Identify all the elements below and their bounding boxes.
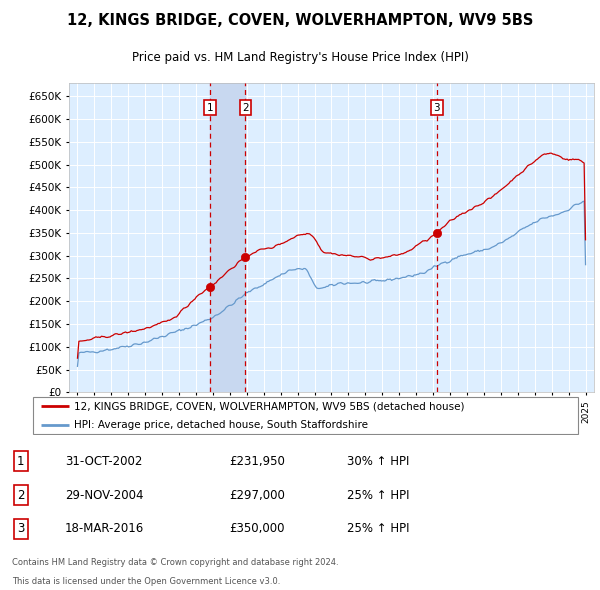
FancyBboxPatch shape xyxy=(33,397,578,434)
Text: 29-NOV-2004: 29-NOV-2004 xyxy=(65,489,143,502)
Text: This data is licensed under the Open Government Licence v3.0.: This data is licensed under the Open Gov… xyxy=(12,578,280,586)
Text: 12, KINGS BRIDGE, COVEN, WOLVERHAMPTON, WV9 5BS: 12, KINGS BRIDGE, COVEN, WOLVERHAMPTON, … xyxy=(67,13,533,28)
Text: 30% ↑ HPI: 30% ↑ HPI xyxy=(347,454,409,467)
Text: HPI: Average price, detached house, South Staffordshire: HPI: Average price, detached house, Sout… xyxy=(74,419,368,430)
Text: 3: 3 xyxy=(433,103,440,113)
Text: £231,950: £231,950 xyxy=(229,454,286,467)
Text: Price paid vs. HM Land Registry's House Price Index (HPI): Price paid vs. HM Land Registry's House … xyxy=(131,51,469,64)
Text: 1: 1 xyxy=(207,103,214,113)
Text: 12, KINGS BRIDGE, COVEN, WOLVERHAMPTON, WV9 5BS (detached house): 12, KINGS BRIDGE, COVEN, WOLVERHAMPTON, … xyxy=(74,401,464,411)
Text: 25% ↑ HPI: 25% ↑ HPI xyxy=(347,489,410,502)
Text: 1: 1 xyxy=(17,454,25,467)
Text: Contains HM Land Registry data © Crown copyright and database right 2024.: Contains HM Land Registry data © Crown c… xyxy=(12,558,338,567)
Text: 2: 2 xyxy=(242,103,249,113)
Text: 18-MAR-2016: 18-MAR-2016 xyxy=(65,523,144,536)
Text: 25% ↑ HPI: 25% ↑ HPI xyxy=(347,523,410,536)
Bar xyxy=(210,83,245,392)
Text: 31-OCT-2002: 31-OCT-2002 xyxy=(65,454,142,467)
Text: 3: 3 xyxy=(17,523,25,536)
Text: 2: 2 xyxy=(17,489,25,502)
Text: £297,000: £297,000 xyxy=(229,489,286,502)
Text: £350,000: £350,000 xyxy=(229,523,285,536)
